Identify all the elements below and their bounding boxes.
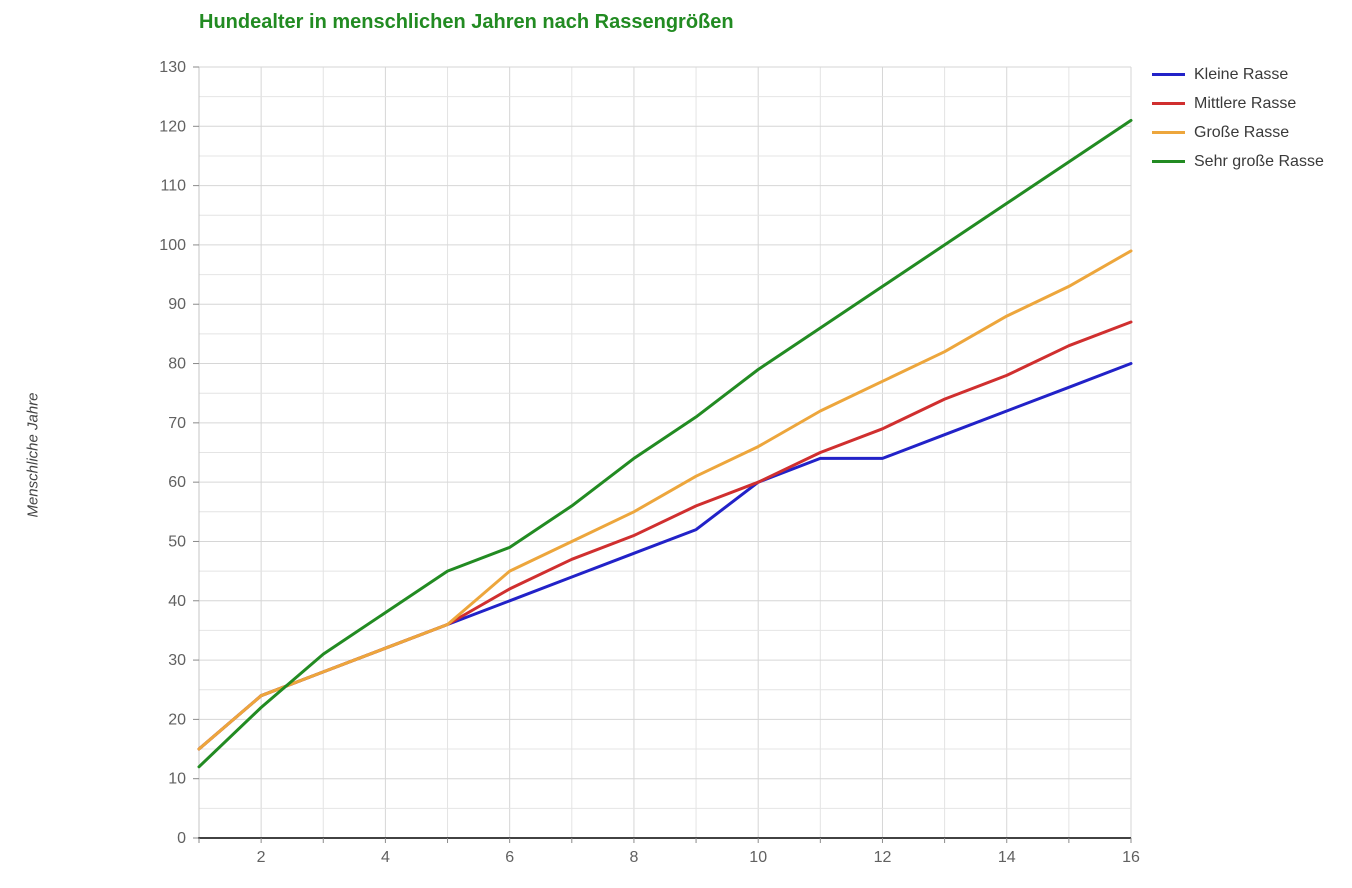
legend-swatch-line-icon <box>1152 160 1185 163</box>
legend-item-label: Kleine Rasse <box>1194 65 1289 83</box>
y-tick-label: 90 <box>168 296 186 313</box>
y-tick-label: 40 <box>168 593 186 610</box>
x-tick-label: 2 <box>257 849 266 866</box>
series-line-gro-e-rasse <box>197 249 1133 751</box>
legend-item: Sehr große Rasse <box>1152 147 1324 176</box>
legend-item: Kleine Rasse <box>1152 60 1324 89</box>
legend-item: Große Rasse <box>1152 118 1324 147</box>
chart-title: Hundealter in menschlichen Jahren nach R… <box>199 11 734 33</box>
y-tick-label: 0 <box>177 830 186 847</box>
y-tick-label: 100 <box>159 237 186 254</box>
series-line-mittlere-rasse <box>197 320 1133 751</box>
legend-item: Mittlere Rasse <box>1152 89 1324 118</box>
chart-legend: Kleine Rasse Mittlere Rasse Große Rasse Seh… <box>1152 60 1324 176</box>
legend-swatch-line-icon <box>1152 73 1185 76</box>
legend-item-label: Sehr große Rasse <box>1194 152 1324 170</box>
y-tick-label: 120 <box>159 118 186 135</box>
y-tick-label: 20 <box>168 711 186 728</box>
legend-item-label: Mittlere Rasse <box>1194 94 1297 112</box>
legend-swatch-line-icon <box>1152 131 1185 134</box>
x-tick-label: 4 <box>381 849 390 866</box>
x-tick-label: 8 <box>629 849 638 866</box>
y-tick-label: 70 <box>168 415 186 432</box>
series-line-sehr-gro-e-rasse <box>197 118 1133 769</box>
x-tick-label: 6 <box>505 849 514 866</box>
y-tick-label: 60 <box>168 474 186 491</box>
legend-item-label: Große Rasse <box>1194 123 1290 141</box>
legend-swatch-line-icon <box>1152 102 1185 105</box>
x-tick-label: 14 <box>998 849 1016 866</box>
y-tick-label: 50 <box>168 533 186 550</box>
x-tick-label: 10 <box>749 849 767 866</box>
y-tick-label: 110 <box>160 178 186 195</box>
y-tick-label: 30 <box>168 652 186 669</box>
y-tick-label: 80 <box>168 356 186 373</box>
x-tick-label: 12 <box>874 849 892 866</box>
y-tick-label: 10 <box>168 771 186 788</box>
x-tick-label: 16 <box>1122 849 1140 866</box>
y-tick-label: 130 <box>159 59 186 76</box>
series-line-kleine-rasse <box>197 362 1133 751</box>
